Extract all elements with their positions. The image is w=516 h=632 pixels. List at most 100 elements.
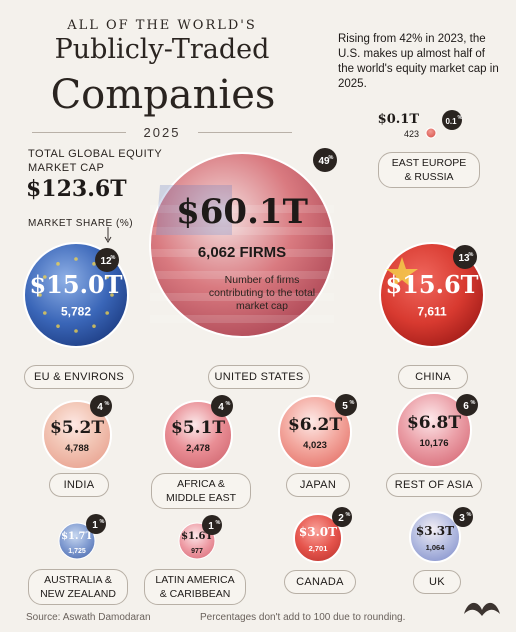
label-australia: AUSTRALIA & NEW ZEALAND (28, 569, 128, 605)
firm-count-east-europe: 423 (404, 129, 419, 139)
label-africa: AFRICA & MIDDLE EAST (151, 473, 251, 509)
share-badge-canada (332, 507, 352, 527)
total-label: TOTAL GLOBAL EQUITY MARKET CAP (28, 148, 163, 174)
year: 2025 (143, 125, 181, 140)
label-eu: EU & ENVIRONS (24, 365, 134, 389)
eu-flag-star-icon (74, 329, 78, 333)
firm-count-eu: 5,782 (61, 304, 91, 318)
us-firms-caption: Number of firms contributing to the tota… (208, 274, 316, 312)
eu-flag-star-icon (56, 324, 60, 328)
market-cap-east-europe: $0.1T (378, 112, 420, 127)
share-percent-sign: % (471, 400, 476, 406)
share-value-uk: 3 (459, 513, 465, 524)
share-value-japan: 5 (342, 401, 348, 412)
share-badge-australia (86, 514, 106, 534)
firm-count-us: 6,062 FIRMS (198, 244, 286, 261)
market-cap-us: $60.1T (176, 192, 308, 232)
share-percent-sign: % (105, 401, 110, 407)
arrow-head-icon (104, 236, 112, 243)
title-line-1: Publicly-Traded (54, 34, 270, 65)
disclaimer: Percentages don't add to 100 due to roun… (200, 612, 406, 623)
share-percent-sign: % (469, 252, 474, 258)
label-uk: UK (413, 570, 461, 594)
bubble-east-europe (425, 127, 437, 139)
firm-count-japan: 4,023 (303, 440, 327, 451)
share-percent-sign: % (111, 255, 116, 261)
brand-logo-icon (462, 596, 502, 622)
share-value-eu: 12 (100, 256, 112, 267)
market-cap-india: $5.2T (50, 418, 104, 438)
share-value-india: 4 (97, 402, 103, 413)
year-rule-right (198, 132, 292, 133)
share-percent-sign: % (346, 512, 351, 518)
year-rule-left (32, 132, 126, 133)
share-value-east-europe: 0.1 (445, 117, 457, 126)
eu-flag-star-icon (92, 324, 96, 328)
bubble-rest-of-asia (396, 392, 472, 468)
label-india: INDIA (49, 473, 109, 497)
us-flag-canton (156, 185, 232, 235)
share-badge-eu (95, 248, 119, 272)
label-us: UNITED STATES (208, 365, 310, 389)
bubble-uk (409, 511, 461, 563)
share-percent-sign: % (329, 155, 334, 161)
label-canada: CANADA (284, 570, 356, 594)
market-cap-china: $15.6T (385, 270, 478, 299)
share-percent-sign: % (100, 519, 105, 525)
us-flag-stripe (150, 271, 334, 279)
market-cap-eu: $15.0T (29, 270, 122, 299)
share-badge-us (313, 148, 337, 172)
eu-flag-star-icon (43, 275, 47, 279)
share-badge-latin-america (202, 515, 222, 535)
eu-flag-star-icon (105, 275, 109, 279)
share-badge-china (453, 245, 477, 269)
label-latin-america: LATIN AMERICA & CARIBBEAN (144, 569, 246, 605)
us-note: Rising from 42% in 2023, the U.S. makes … (338, 33, 499, 90)
share-percent-sign: % (458, 115, 463, 121)
share-value-africa: 4 (218, 402, 224, 413)
eu-flag-star-icon (105, 311, 109, 315)
bubble-africa (163, 400, 233, 470)
market-cap-japan: $6.2T (288, 415, 342, 435)
bubble-us (149, 152, 335, 338)
share-percent-sign: % (350, 400, 355, 406)
share-badge-india (90, 395, 112, 417)
us-flag-stripe (150, 227, 334, 235)
label-japan: JAPAN (286, 473, 350, 497)
eu-flag-star-icon (38, 293, 42, 297)
us-flag-stripe (150, 293, 334, 301)
bubble-japan (278, 395, 352, 469)
share-percent-sign: % (226, 401, 231, 407)
share-value-us: 49 (318, 156, 330, 167)
total-value: $123.6T (26, 176, 127, 202)
label-rest-of-asia: REST OF ASIA (386, 473, 482, 497)
share-percent-sign: % (467, 512, 472, 518)
share-badge-uk (453, 507, 473, 527)
us-flag-stripe (150, 205, 334, 213)
share-badge-rest-of-asia (456, 394, 478, 416)
market-share-label: MARKET SHARE (%) (28, 218, 134, 229)
source: Source: Aswath Damodaran (26, 612, 151, 623)
kicker: ALL OF THE WORLD'S (67, 18, 257, 33)
eu-flag-star-icon (56, 262, 60, 266)
share-value-australia: 1 (92, 520, 98, 531)
bubble-canada (293, 513, 343, 563)
share-value-china: 13 (458, 253, 470, 264)
firm-count-india: 4,788 (65, 443, 89, 454)
share-value-canada: 2 (338, 513, 344, 524)
market-cap-africa: $5.1T (171, 418, 225, 438)
firm-count-uk: 1,064 (426, 543, 446, 552)
eu-flag-star-icon (110, 293, 114, 297)
share-badge-africa (211, 395, 233, 417)
us-flag-stripe (150, 315, 334, 323)
market-cap-canada: $3.0T (299, 525, 337, 539)
eu-flag-star-icon (74, 257, 78, 261)
label-east-europe: EAST EUROPE & RUSSIA (378, 152, 480, 188)
firm-count-rest-of-asia: 10,176 (419, 438, 448, 449)
share-value-rest-of-asia: 6 (463, 401, 469, 412)
market-cap-australia: $1.7T (61, 531, 93, 542)
firm-count-australia: 1,725 (68, 548, 86, 555)
market-cap-rest-of-asia: $6.8T (407, 413, 461, 433)
